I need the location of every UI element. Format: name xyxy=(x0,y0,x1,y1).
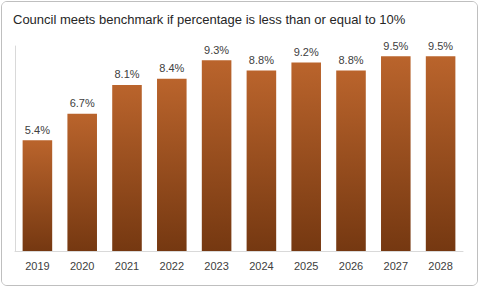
svg-text:2023: 2023 xyxy=(204,260,228,272)
svg-text:9.5%: 9.5% xyxy=(383,40,408,52)
svg-text:2021: 2021 xyxy=(115,260,139,272)
svg-text:8.8%: 8.8% xyxy=(249,54,274,66)
svg-text:2019: 2019 xyxy=(25,260,49,272)
svg-text:5.4%: 5.4% xyxy=(25,124,50,136)
svg-text:2020: 2020 xyxy=(70,260,94,272)
svg-text:2025: 2025 xyxy=(294,260,318,272)
svg-text:8.1%: 8.1% xyxy=(114,68,139,80)
svg-text:2028: 2028 xyxy=(428,260,452,272)
svg-text:9.5%: 9.5% xyxy=(428,40,453,52)
svg-text:8.8%: 8.8% xyxy=(338,54,363,66)
svg-text:9.3%: 9.3% xyxy=(204,44,229,56)
svg-text:8.4%: 8.4% xyxy=(159,62,184,74)
svg-text:2024: 2024 xyxy=(249,260,273,272)
svg-text:6.7%: 6.7% xyxy=(70,97,95,109)
svg-text:2022: 2022 xyxy=(160,260,184,272)
svg-text:2027: 2027 xyxy=(384,260,408,272)
svg-text:9.2%: 9.2% xyxy=(294,46,319,58)
svg-text:2026: 2026 xyxy=(339,260,363,272)
svg-text:Council meets benchmark if per: Council meets benchmark if percentage is… xyxy=(13,12,406,27)
